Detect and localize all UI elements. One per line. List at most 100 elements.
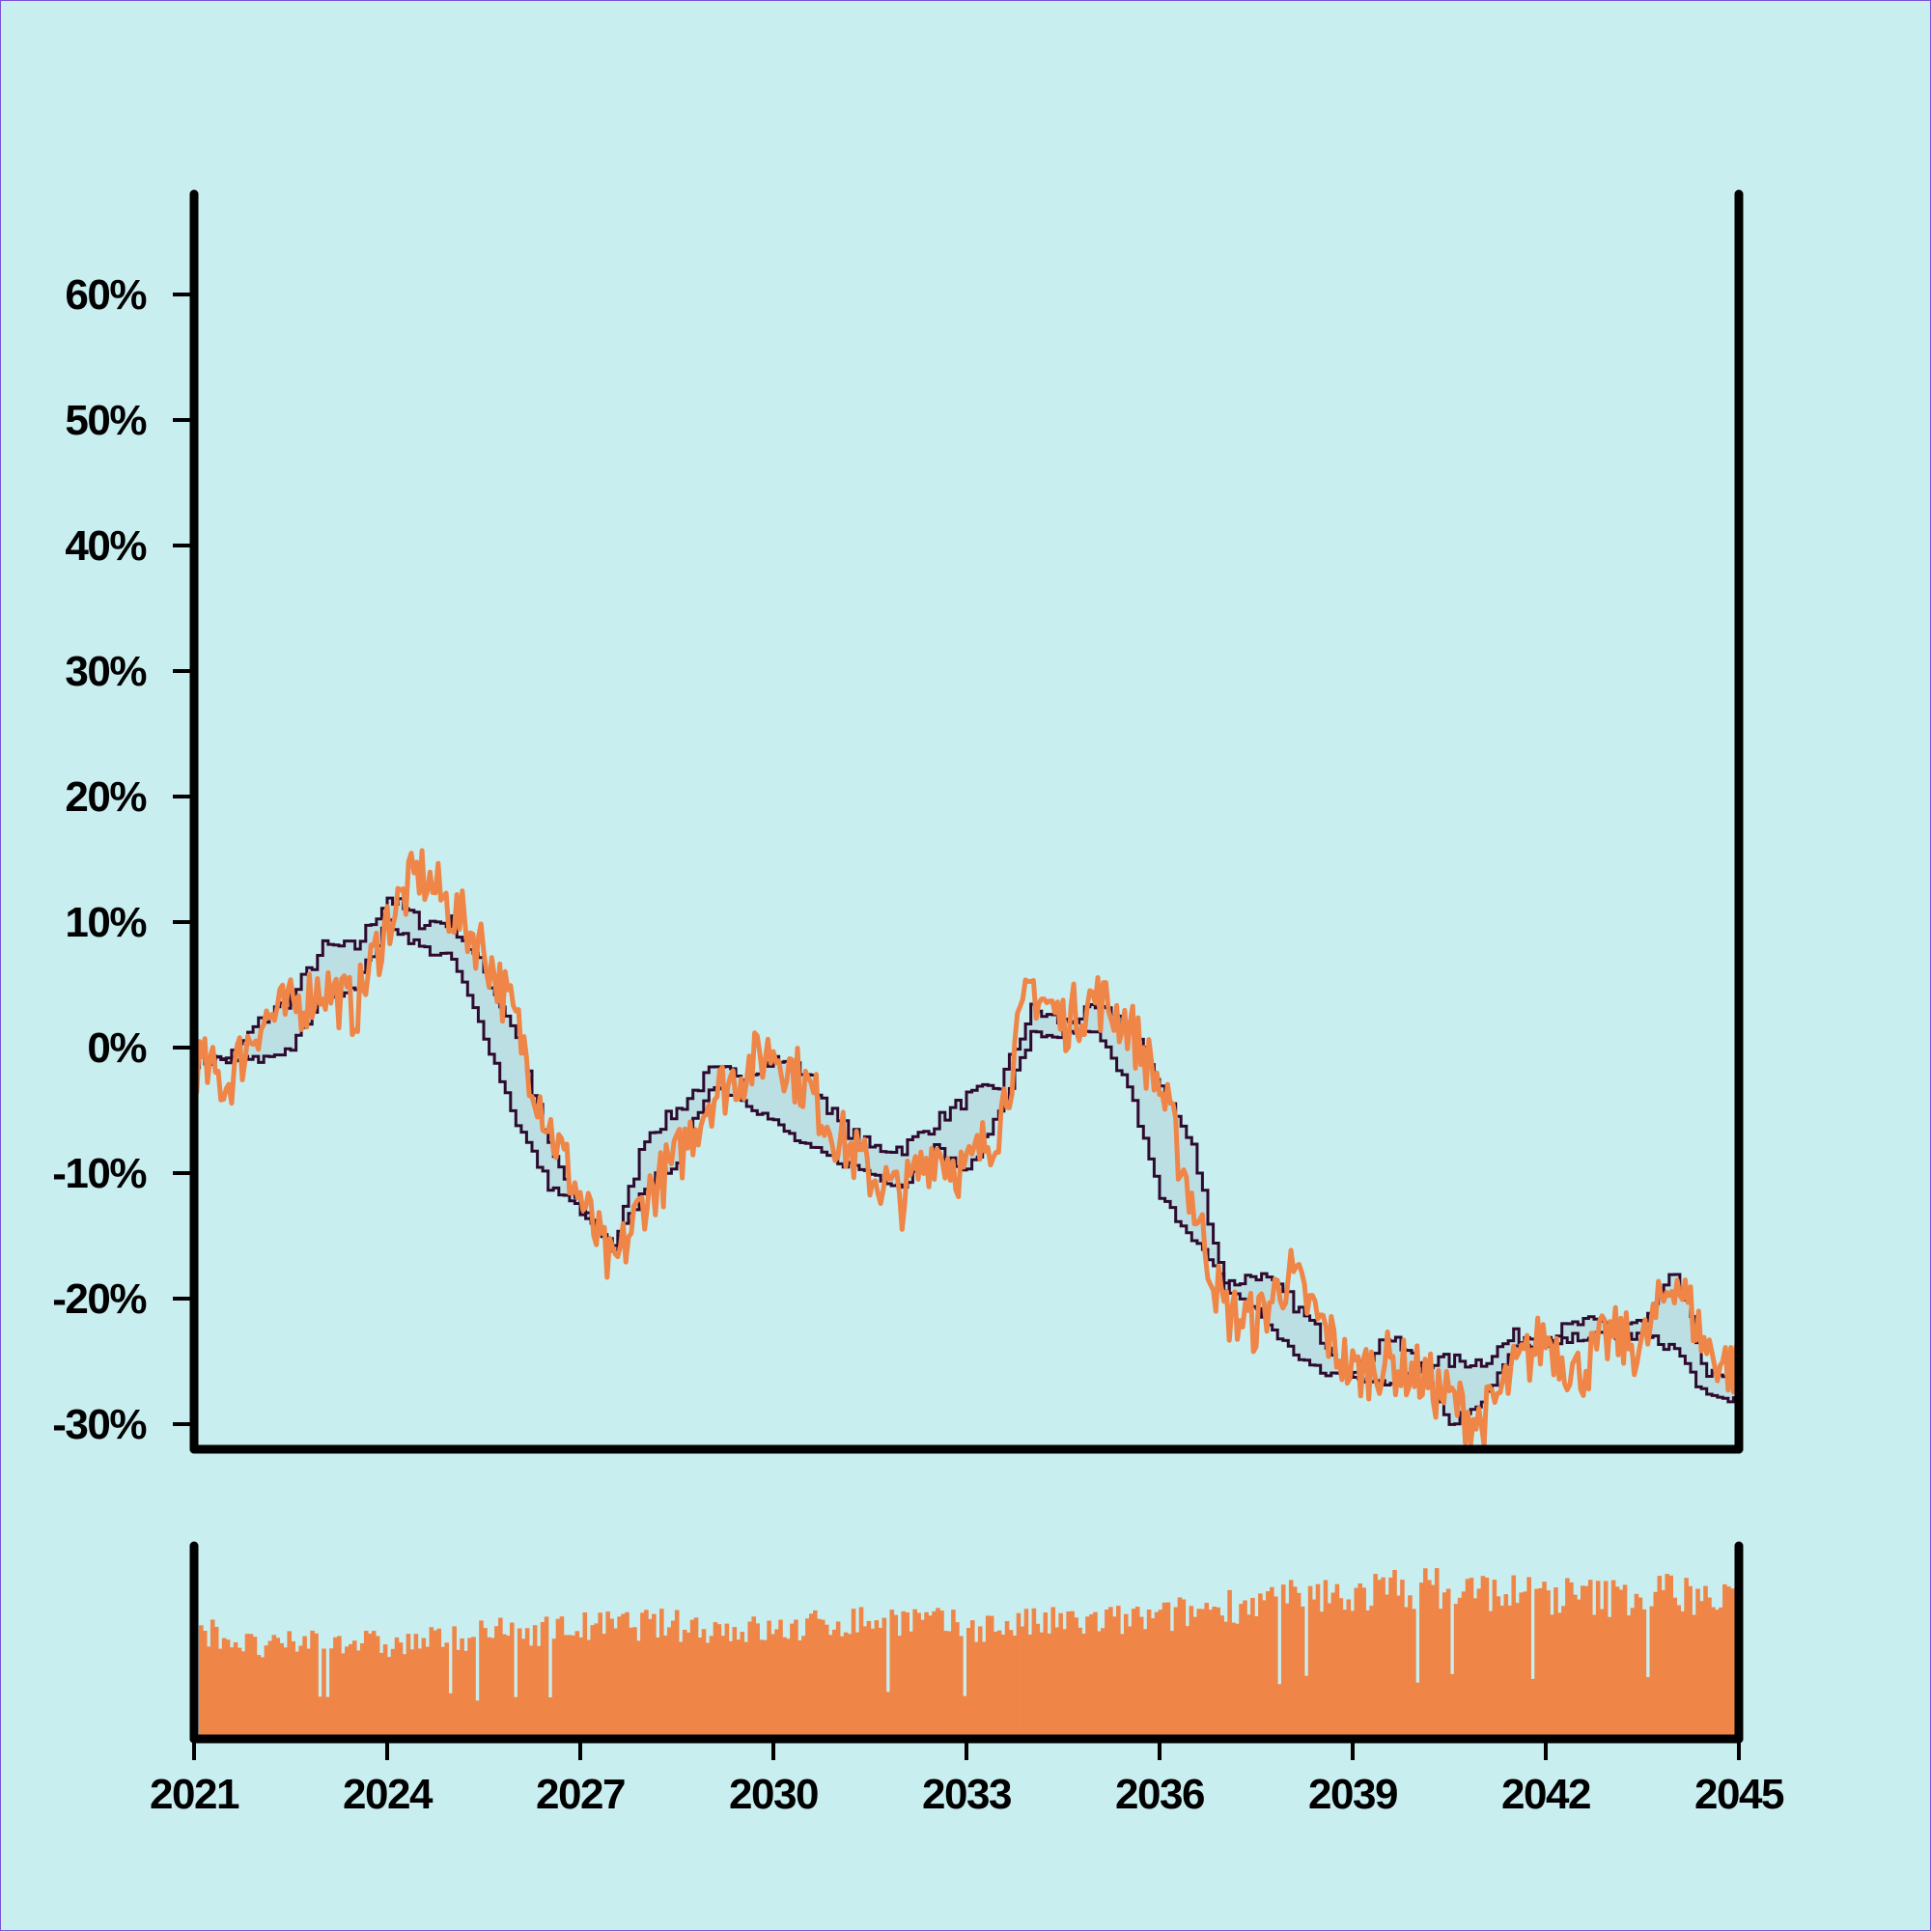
volume-bar bbox=[909, 1631, 913, 1739]
volume-bar bbox=[1480, 1576, 1486, 1739]
volume-bar bbox=[1434, 1568, 1440, 1739]
volume-bar bbox=[1097, 1631, 1102, 1739]
volume-bar bbox=[394, 1637, 400, 1739]
volume-bar bbox=[1254, 1616, 1259, 1739]
volume-bar bbox=[1583, 1585, 1589, 1739]
volume-bar bbox=[705, 1642, 711, 1739]
volume-bar bbox=[1196, 1609, 1202, 1739]
volume-bar bbox=[1243, 1600, 1247, 1739]
x-tick-label: 2039 bbox=[1308, 1771, 1397, 1818]
volume-bar bbox=[199, 1625, 204, 1739]
volume-bar bbox=[858, 1607, 864, 1739]
volume-bar bbox=[1441, 1592, 1447, 1739]
volume-bar bbox=[621, 1613, 626, 1739]
volume-bar bbox=[985, 1615, 991, 1739]
volume-bar bbox=[824, 1624, 829, 1739]
volume-bar bbox=[874, 1620, 880, 1739]
volume-bar bbox=[256, 1655, 262, 1739]
volume-bar bbox=[1603, 1581, 1609, 1739]
y-tick-label: 60% bbox=[65, 271, 146, 319]
volume-bar bbox=[782, 1637, 787, 1739]
volume-bar bbox=[1023, 1609, 1029, 1739]
volume-bar bbox=[318, 1696, 322, 1739]
volume-bar bbox=[1699, 1601, 1704, 1739]
volume-bar bbox=[436, 1628, 442, 1739]
volume-bar bbox=[1680, 1610, 1685, 1739]
volume-bar bbox=[417, 1648, 423, 1739]
x-tick-label: 2036 bbox=[1115, 1771, 1204, 1818]
volume-bar bbox=[1273, 1596, 1278, 1739]
volume-bar bbox=[1016, 1612, 1021, 1739]
volume-bar bbox=[801, 1636, 806, 1739]
volume-bar bbox=[1412, 1609, 1416, 1739]
volume-bar bbox=[1154, 1611, 1160, 1739]
volume-bar bbox=[794, 1619, 798, 1739]
volume-bar bbox=[574, 1631, 580, 1739]
volume-bar bbox=[693, 1617, 699, 1739]
volume-bar bbox=[1396, 1595, 1401, 1739]
volume-bar bbox=[471, 1637, 476, 1739]
volume-bar bbox=[498, 1617, 503, 1739]
volume-bar bbox=[701, 1629, 707, 1739]
volume-bar bbox=[551, 1638, 557, 1739]
volume-bar bbox=[1050, 1607, 1056, 1739]
volume-bar bbox=[609, 1618, 614, 1739]
volume-bar bbox=[1400, 1580, 1405, 1739]
price-layer bbox=[191, 848, 1742, 1448]
volume-bar bbox=[905, 1612, 910, 1739]
volume-bar bbox=[1000, 1635, 1006, 1739]
volume-bar bbox=[1692, 1614, 1696, 1739]
volume-bar bbox=[1488, 1610, 1494, 1739]
volume-bar bbox=[1089, 1613, 1094, 1739]
volume-bar bbox=[839, 1636, 845, 1739]
volume-bar bbox=[390, 1648, 396, 1739]
volume-bar bbox=[1307, 1585, 1313, 1739]
volume-bar bbox=[1327, 1603, 1332, 1739]
volume-bar bbox=[1657, 1576, 1663, 1739]
volume-bar bbox=[267, 1640, 273, 1739]
volume-bar bbox=[959, 1636, 964, 1739]
volume-bar bbox=[1637, 1597, 1643, 1739]
volume-bar bbox=[1085, 1616, 1090, 1739]
volume-bar bbox=[656, 1637, 660, 1739]
volume-bar bbox=[378, 1652, 384, 1739]
volume-bar bbox=[1058, 1612, 1063, 1739]
volume-bar bbox=[662, 1635, 668, 1739]
volume-bar bbox=[1258, 1593, 1263, 1739]
volume-bar bbox=[943, 1631, 948, 1739]
volume-bar bbox=[1730, 1588, 1735, 1739]
volume-bar bbox=[847, 1634, 853, 1739]
volume-bar bbox=[467, 1638, 472, 1739]
volume-bar bbox=[325, 1696, 330, 1739]
volume-bar bbox=[1569, 1582, 1574, 1739]
volume-bar bbox=[571, 1635, 576, 1739]
volume-bar bbox=[1449, 1673, 1455, 1739]
volume-bar bbox=[1296, 1592, 1301, 1739]
volume-bar bbox=[1070, 1610, 1075, 1739]
volume-bar bbox=[1423, 1568, 1428, 1739]
volume-bar bbox=[1315, 1583, 1321, 1739]
volume-bar bbox=[333, 1637, 338, 1739]
volume-bar bbox=[225, 1639, 231, 1739]
volume-bar bbox=[1081, 1634, 1086, 1739]
volume-bar bbox=[1715, 1610, 1720, 1739]
volume-bar bbox=[1200, 1609, 1206, 1739]
x-tick-label: 2045 bbox=[1694, 1771, 1784, 1818]
volume-bar bbox=[371, 1631, 377, 1739]
volume-bar bbox=[479, 1620, 484, 1739]
volume-bar bbox=[629, 1627, 633, 1739]
volume-bar bbox=[1189, 1606, 1194, 1739]
volume-bar bbox=[648, 1618, 653, 1739]
volume-bar bbox=[202, 1631, 208, 1739]
volume-bar bbox=[1565, 1578, 1570, 1739]
volume-bar bbox=[1323, 1580, 1329, 1739]
volume-bar bbox=[206, 1646, 211, 1739]
volume-bar bbox=[747, 1621, 753, 1739]
volume-bar bbox=[586, 1639, 592, 1739]
volume-bar bbox=[506, 1636, 511, 1739]
volume-bar bbox=[924, 1611, 929, 1739]
volume-bar bbox=[1250, 1598, 1255, 1739]
volume-bar bbox=[1599, 1609, 1605, 1739]
volume-bar bbox=[1427, 1580, 1432, 1739]
volume-bar bbox=[1684, 1578, 1689, 1739]
